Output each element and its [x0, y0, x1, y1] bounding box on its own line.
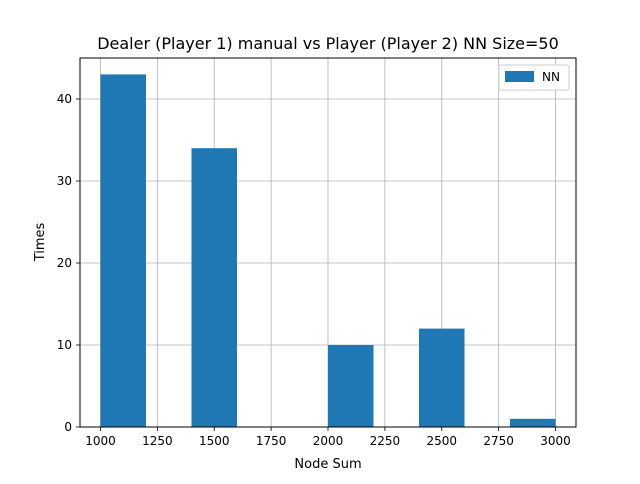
y-tick-label: 30 — [57, 174, 72, 188]
histogram-bar — [100, 74, 146, 428]
x-tick-label: 2500 — [426, 434, 457, 448]
x-tick-label: 2750 — [483, 434, 514, 448]
histogram-bar — [191, 148, 237, 427]
ticks-layer: 1000 1250 1500 1750 2000 2250 2500 2750 3000 0 10 2… — [57, 92, 571, 448]
x-axis-label: Node Sum — [294, 457, 361, 472]
y-tick-label: 0 — [64, 420, 72, 434]
legend-label-nn: NN — [542, 70, 560, 84]
y-tick-label: 20 — [57, 256, 72, 270]
x-tick-label: 1750 — [256, 434, 287, 448]
histogram-bar — [419, 328, 465, 427]
x-tick-label: 1500 — [199, 434, 230, 448]
x-tick-label: 1000 — [85, 434, 116, 448]
histogram-bar — [510, 418, 556, 427]
x-tick-label: 2000 — [313, 434, 344, 448]
y-tick-label: 40 — [57, 92, 72, 106]
x-tick-label: 2250 — [370, 434, 401, 448]
y-tick-label: 10 — [57, 338, 72, 352]
histogram-bar — [328, 345, 374, 427]
x-tick-label: 3000 — [540, 434, 571, 448]
legend: NN — [498, 64, 570, 91]
bars-layer — [100, 74, 556, 428]
x-tick-label: 1250 — [142, 434, 173, 448]
plot-frame — [79, 57, 577, 428]
y-axis-label: Times — [33, 222, 48, 262]
chart-title: Dealer (Player 1) manual vs Player (Play… — [97, 34, 559, 53]
legend-swatch — [505, 71, 534, 82]
